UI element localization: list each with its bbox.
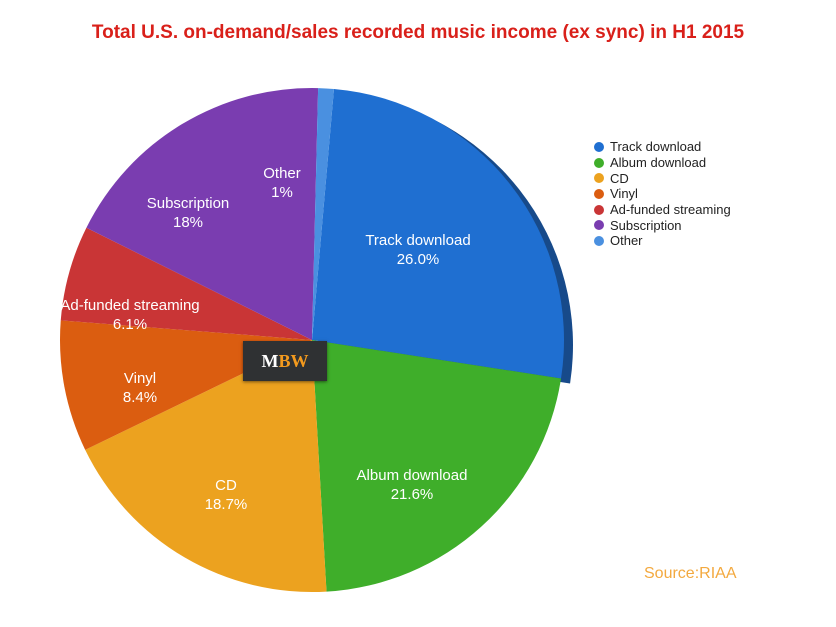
slice-label-other: Other 1% — [263, 165, 301, 201]
legend-swatch — [594, 141, 604, 152]
mbw-logo: M BW — [243, 341, 327, 381]
slice-label-subscription: Subscription 18% — [147, 195, 230, 231]
legend-swatch — [594, 220, 604, 231]
legend-item-album-download: Album download — [594, 155, 731, 171]
legend-label: Other — [610, 233, 643, 249]
slice-label-value: 18.7% — [205, 496, 248, 513]
legend-item-other: Other — [594, 233, 731, 249]
legend-swatch — [594, 157, 604, 168]
legend-label: Track download — [610, 139, 702, 155]
slice-cd — [85, 340, 327, 592]
slice-subscription — [86, 88, 319, 340]
slice-label-name: Ad-funded streaming — [60, 297, 199, 314]
legend-label: Vinyl — [610, 186, 638, 202]
legend-swatch — [594, 188, 604, 199]
source-note: Source:RIAA — [644, 565, 737, 582]
slice-label-value: 8.4% — [123, 389, 157, 406]
slice-label-name: Track download — [365, 232, 470, 249]
slice-label-track-download: Track download 26.0% — [365, 232, 470, 268]
legend-item-vinyl: Vinyl — [594, 186, 731, 202]
slice-label-vinyl: Vinyl 8.4% — [123, 370, 157, 406]
slice-label-value: 6.1% — [113, 316, 147, 333]
slice-label-value: 1% — [271, 184, 293, 201]
slice-label-ad-funded-streaming: Ad-funded streaming 6.1% — [60, 297, 199, 333]
chart-title: Total U.S. on-demand/sales recorded musi… — [91, 22, 745, 43]
legend-item-cd: CD — [594, 170, 731, 186]
legend-label: Ad-funded streaming — [610, 202, 731, 218]
legend-swatch — [594, 235, 604, 246]
pie-slices — [60, 88, 573, 592]
slice-album-download — [312, 340, 562, 592]
legend-item-ad-funded-streaming: Ad-funded streaming — [594, 202, 731, 218]
legend-label: CD — [610, 170, 629, 186]
slice-label-cd: CD 18.7% — [205, 477, 248, 513]
legend-swatch — [594, 173, 604, 184]
slice-label-value: 21.6% — [391, 486, 434, 503]
slice-label-album-download: Album download 21.6% — [357, 467, 468, 503]
legend: Track download Album download CD Vinyl Ad-fu… — [594, 139, 731, 249]
legend-swatch — [594, 204, 604, 215]
legend-label: Subscription — [610, 217, 682, 233]
logo-bw: BW — [278, 350, 309, 371]
slice-other — [312, 88, 334, 340]
slice-label-value: 26.0% — [397, 251, 440, 268]
slice-ad-funded-streaming — [60, 227, 312, 340]
legend-item-track-download: Track download — [594, 139, 731, 155]
legend-label: Album download — [610, 155, 707, 171]
pie-labels: Track download 26.0% Album download 21.6% CD… — [60, 165, 470, 513]
legend-item-subscription: Subscription — [594, 217, 731, 233]
logo-m: M — [261, 350, 279, 371]
slice-track-download — [312, 88, 564, 379]
slice-label-name: Vinyl — [124, 370, 156, 387]
slice-label-value: 18% — [173, 214, 203, 231]
slice-label-name: CD — [215, 477, 237, 494]
slice-label-name: Album download — [357, 467, 468, 484]
slice-label-name: Subscription — [147, 195, 230, 212]
slice-label-name: Other — [263, 165, 301, 182]
